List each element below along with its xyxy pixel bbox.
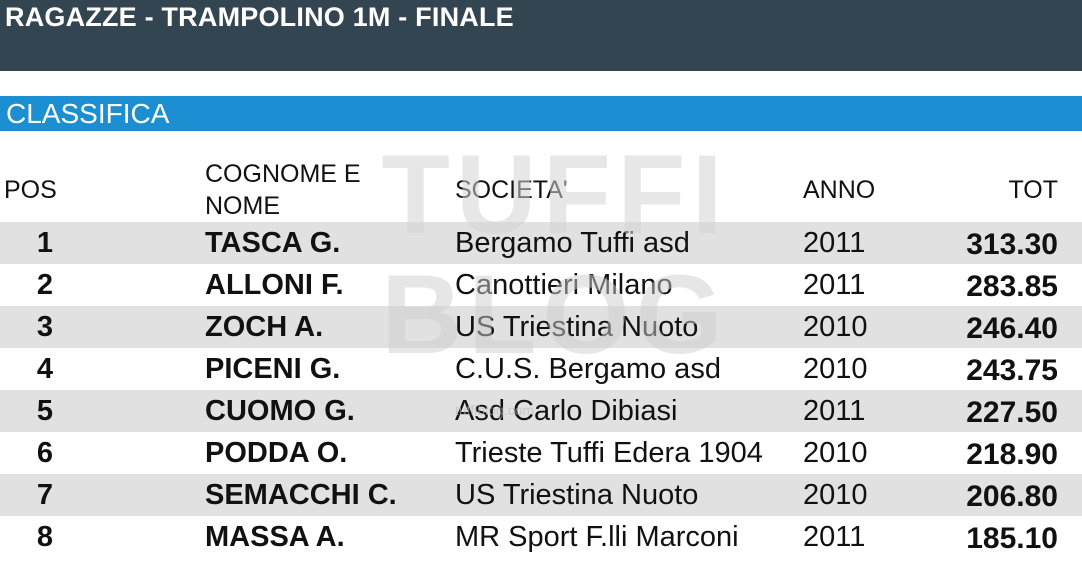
cell-pos: 6	[36, 437, 54, 469]
cell-total: 313.30	[966, 228, 1058, 261]
cell-pos: 5	[36, 395, 54, 427]
table-row: 3 ZOCH A. US Triestina Nuoto 2010 246.40	[0, 306, 1082, 348]
cell-name: PODDA O.	[205, 437, 348, 469]
table-row: 6 PODDA O. Trieste Tuffi Edera 1904 2010…	[0, 432, 1082, 474]
cell-year: 2010	[803, 311, 868, 343]
cell-society: Asd Carlo Dibiasi	[455, 395, 678, 427]
column-header-name: COGNOME E NOME	[205, 160, 361, 220]
table-row: 1 TASCA G. Bergamo Tuffi asd 2011 313.30	[0, 222, 1082, 264]
cell-year: 2010	[803, 479, 868, 511]
section-title: CLASSIFICA	[6, 98, 170, 129]
cell-total: 185.10	[966, 522, 1058, 555]
table-row: 8 MASSA A. MR Sport F.lli Marconi 2011 1…	[0, 516, 1082, 558]
cell-year: 2010	[803, 353, 868, 385]
cell-total: 218.90	[966, 438, 1058, 471]
cell-total: 283.85	[966, 270, 1058, 303]
cell-total: 227.50	[966, 396, 1058, 429]
cell-pos: 3	[36, 311, 54, 343]
cell-society: Bergamo Tuffi asd	[455, 227, 690, 259]
table-row: 7 SEMACCHI C. US Triestina Nuoto 2010 20…	[0, 474, 1082, 516]
table-row: 4 PICENI G. C.U.S. Bergamo asd 2010 243.…	[0, 348, 1082, 390]
cell-society: MR Sport F.lli Marconi	[455, 521, 739, 553]
cell-total: 243.75	[966, 354, 1058, 387]
table-row: 2 ALLONI F. Canottieri Milano 2011 283.8…	[0, 264, 1082, 306]
cell-name: SEMACCHI C.	[205, 479, 397, 511]
table-row: 5 CUOMO G. Asd Carlo Dibiasi 2011 227.50	[0, 390, 1082, 432]
cell-pos: 7	[36, 479, 54, 511]
cell-pos: 1	[36, 227, 54, 259]
section-bar: CLASSIFICA	[0, 96, 1082, 131]
cell-name: ALLONI F.	[205, 269, 344, 301]
page-header: RAGAZZE - TRAMPOLINO 1M - FINALE	[0, 0, 1082, 71]
page-title: RAGAZZE - TRAMPOLINO 1M - FINALE	[5, 2, 514, 32]
cell-pos: 2	[36, 269, 54, 301]
cell-name: ZOCH A.	[205, 311, 324, 343]
cell-year: 2011	[803, 227, 866, 259]
cell-society: US Triestina Nuoto	[455, 311, 699, 343]
cell-total: 246.40	[966, 312, 1058, 345]
cell-society: C.U.S. Bergamo asd	[455, 353, 721, 385]
cell-year: 2011	[803, 395, 866, 427]
cell-name: TASCA G.	[205, 227, 341, 259]
cell-year: 2011	[803, 269, 866, 301]
cell-year: 2011	[803, 521, 866, 553]
table-body: 1 TASCA G. Bergamo Tuffi asd 2011 313.30…	[0, 222, 1082, 558]
cell-pos: 4	[36, 353, 54, 385]
cell-society: Canottieri Milano	[455, 269, 673, 301]
cell-society: US Triestina Nuoto	[455, 479, 699, 511]
column-header-pos: POS	[4, 176, 57, 204]
cell-total: 206.80	[966, 480, 1058, 513]
cell-name: MASSA A.	[205, 521, 345, 553]
cell-name: PICENI G.	[205, 353, 341, 385]
column-header-year: ANNO	[803, 176, 876, 204]
column-header-society: SOCIETA'	[455, 176, 568, 204]
cell-society: Trieste Tuffi Edera 1904	[455, 437, 763, 469]
cell-name: CUOMO G.	[205, 395, 355, 427]
cell-pos: 8	[36, 521, 54, 553]
column-header-total: TOT	[1008, 176, 1058, 204]
cell-year: 2010	[803, 437, 868, 469]
